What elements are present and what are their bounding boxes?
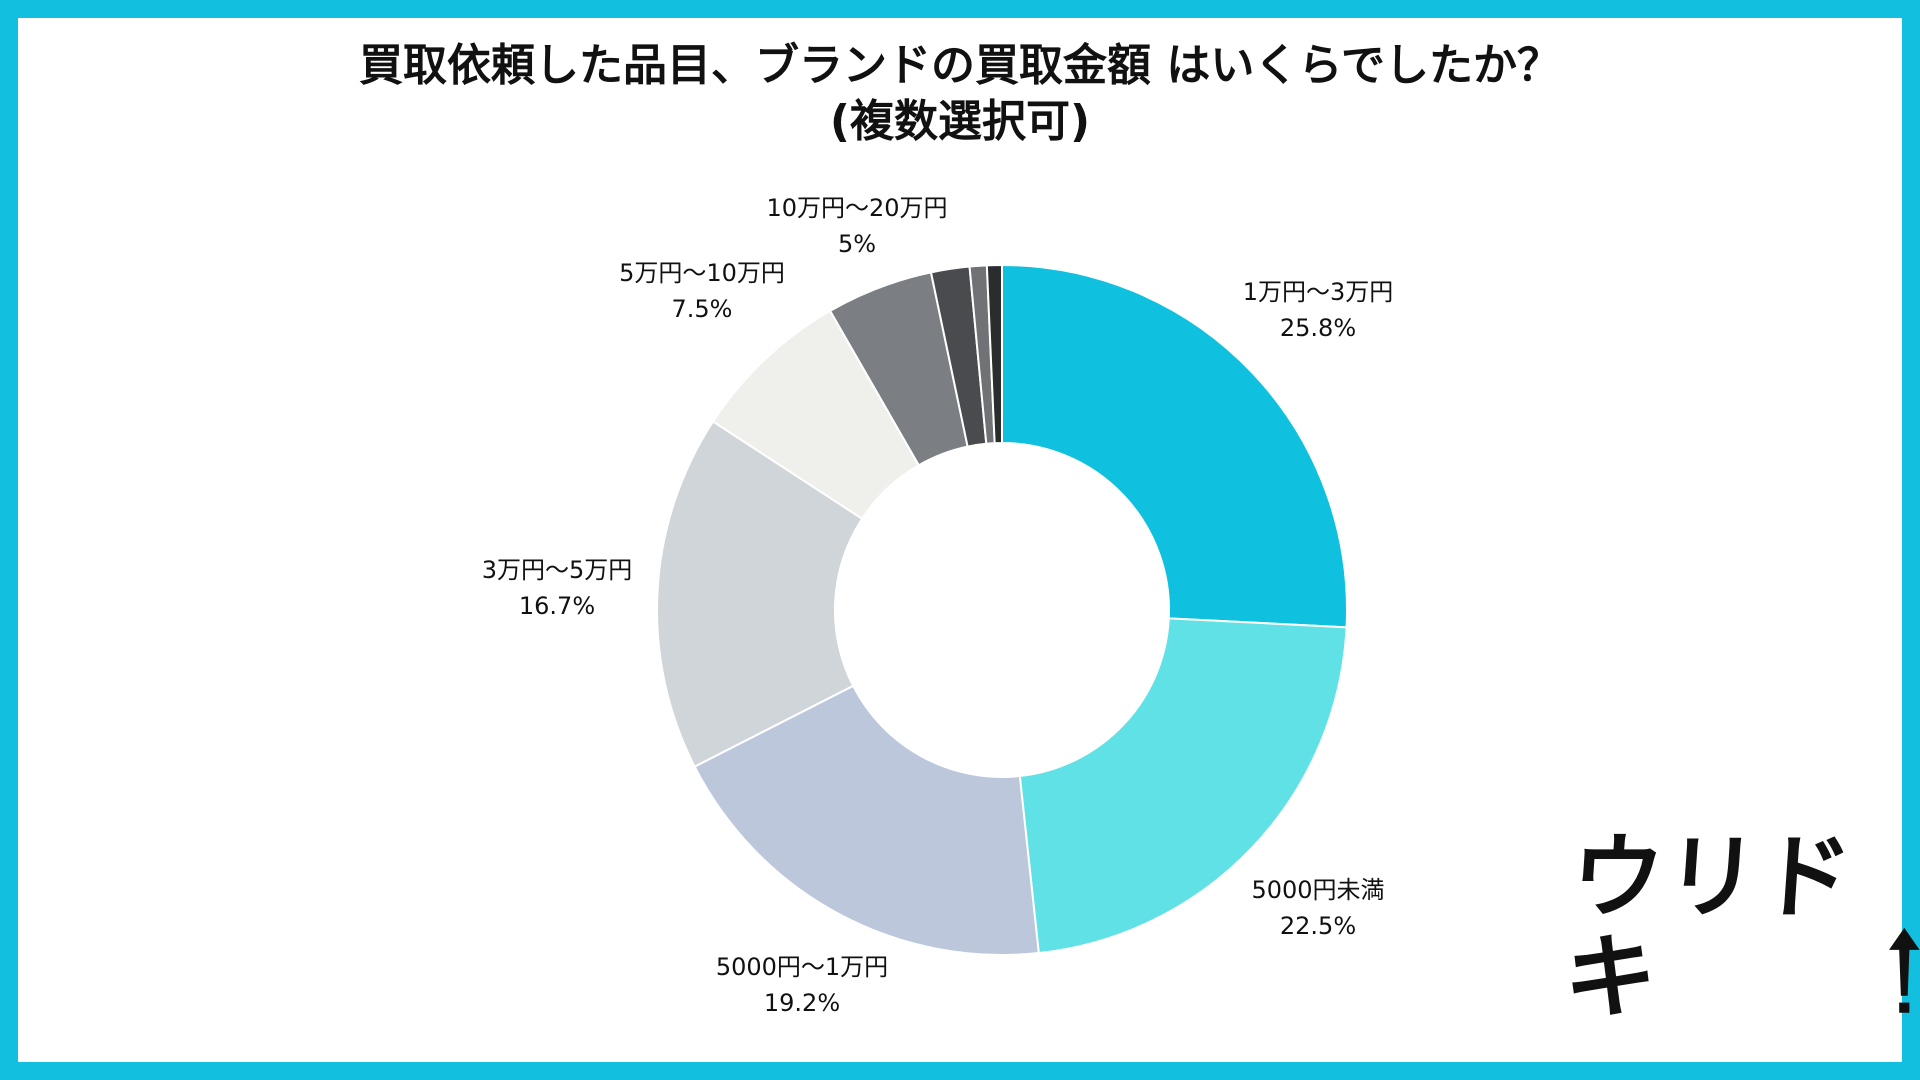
chart-title-block: 買取依頼した品目、ブランドの買取金額 はいくらでしたか？ (複数選択可) [0, 38, 1920, 150]
slice-value-label: 5% [838, 230, 876, 258]
chart-subtitle: (複数選択可) [829, 96, 1091, 147]
slice-label: 5000円〜1万円 [716, 953, 888, 981]
slice-label: 5万円〜10万円 [619, 259, 785, 287]
donut-slice [656, 420, 864, 768]
slice-label: 3万円〜5万円 [482, 556, 633, 584]
donut-slice [985, 263, 1003, 445]
up-arrow-icon [1889, 927, 1920, 1013]
donut-slice [1001, 263, 1348, 629]
donut-slice [1018, 617, 1348, 955]
slice-value-label: 22.5% [1280, 912, 1356, 940]
slice-label: 10万円〜20万円 [766, 194, 947, 222]
slice-value-label: 7.5% [672, 295, 733, 323]
slice-label: 5000円未満 [1251, 876, 1384, 904]
slice-value-label: 19.2% [764, 989, 840, 1017]
chart-title: 買取依頼した品目、ブランドの買取金額 はいくらでしたか？ [359, 40, 1561, 91]
slice-value-label: 25.8% [1280, 314, 1356, 342]
uridoki-logo: ウリドキ [1561, 824, 1920, 1031]
slice-label: 1万円〜3万円 [1243, 278, 1394, 306]
slice-value-label: 16.7% [519, 592, 595, 620]
logo-text: ウリドキ [1560, 824, 1858, 1031]
donut-slice [693, 684, 1040, 956]
